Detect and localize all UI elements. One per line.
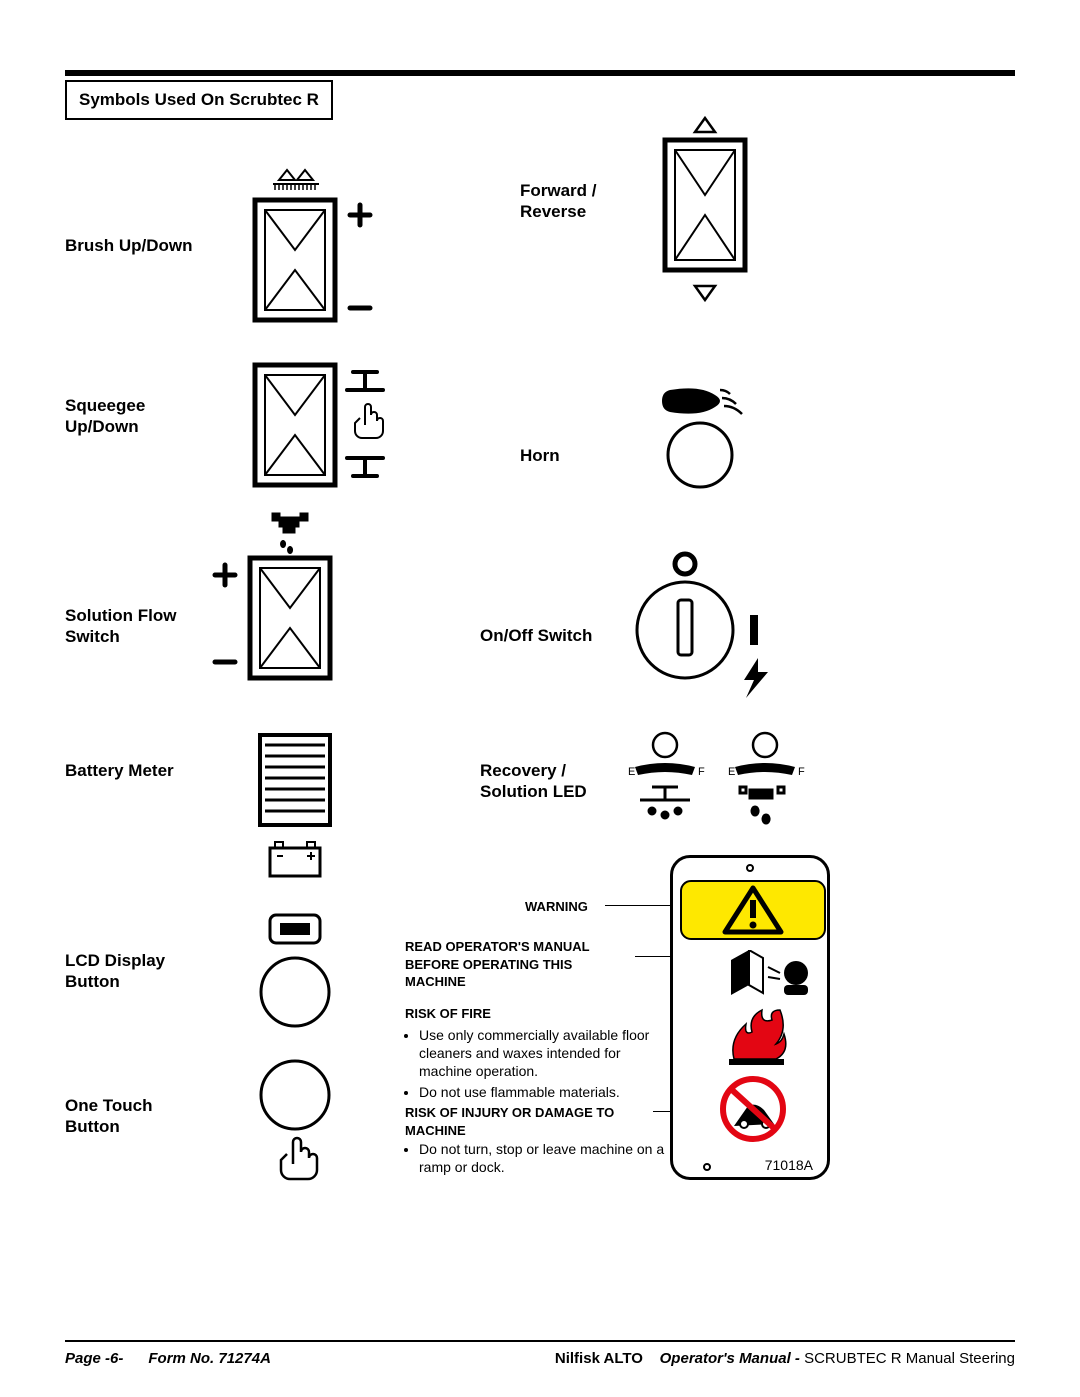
safety-label-hole-top [746, 864, 754, 872]
label-squeegee: Squeegee Up/Down [65, 395, 145, 438]
risk-fire-title: RISK OF FIRE [405, 1005, 491, 1023]
read-manual-icon [676, 950, 830, 1005]
squeegee-rocker-icon [235, 360, 395, 495]
injury-item-1: Do not turn, stop or leave machine on a … [419, 1140, 665, 1176]
safety-label-hole-bottom [703, 1163, 711, 1171]
fire-item-1: Use only commercially available floor cl… [419, 1026, 665, 1081]
one-touch-button-icon [245, 1050, 345, 1195]
footer-page: Page -6- [65, 1350, 123, 1367]
footer-manual: Operator's Manual - [660, 1350, 800, 1367]
footer-product: SCRUBTEC R Manual Steering [804, 1350, 1015, 1367]
recovery-solution-led-icon: E F E F [620, 725, 830, 840]
label-recovery: Recovery / Solution LED [480, 760, 587, 803]
safety-label: 71018A [670, 855, 830, 1180]
label-one-touch: One Touch Button [65, 1095, 153, 1138]
risk-injury-title: RISK OF INJURY OR DAMAGE TO MACHINE [405, 1104, 655, 1139]
footer-right: Nilfisk ALTO Operator's Manual - SCRUBTE… [555, 1350, 1015, 1367]
warning-label: WARNING [525, 898, 588, 916]
leader-line-warning [605, 905, 675, 906]
footer-form: Form No. 71274A [148, 1350, 271, 1367]
solution-flow-rocker-icon [205, 510, 365, 695]
page-title-box: Symbols Used On Scrubtec R [65, 80, 333, 120]
risk-fire-body: Use only commercially available floor cl… [405, 1022, 665, 1103]
indicator-f: F [698, 766, 705, 778]
label-forward: Forward / Reverse [520, 180, 597, 223]
horn-button-icon [640, 380, 760, 495]
label-lcd: LCD Display Button [65, 950, 165, 993]
content-area: Brush Up/Down Squeegee Up/Down Solution … [65, 120, 1015, 1220]
top-rule [65, 70, 1015, 76]
read-manual-label: READ OPERATOR'S MANUAL BEFORE OPERATING … [405, 938, 635, 991]
label-solution-flow: Solution Flow Switch [65, 605, 176, 648]
label-battery: Battery Meter [65, 760, 174, 781]
onoff-switch-icon [620, 550, 800, 705]
footer-left: Page -6- Form No. 71274A [65, 1350, 271, 1367]
indicator-e-2: E [728, 766, 735, 778]
page-title: Symbols Used On Scrubtec R [79, 90, 319, 109]
label-brush: Brush Up/Down [65, 235, 193, 256]
safety-label-partno: 71018A [765, 1157, 813, 1173]
label-onoff: On/Off Switch [480, 625, 592, 646]
fire-icon [676, 1008, 830, 1073]
warning-triangle-icon [676, 878, 830, 948]
battery-meter-icon [245, 730, 345, 885]
fire-item-2: Do not use flammable materials. [419, 1083, 665, 1101]
indicator-e: E [628, 766, 635, 778]
risk-injury-body: Do not turn, stop or leave machine on a … [405, 1136, 665, 1178]
forward-reverse-rocker-icon [645, 115, 765, 310]
footer-brand: Nilfisk ALTO [555, 1350, 643, 1367]
page: Symbols Used On Scrubtec R Brush Up/Down… [0, 0, 1080, 1397]
lcd-button-icon [245, 910, 345, 1035]
no-ramp-icon [676, 1076, 830, 1146]
label-horn: Horn [520, 445, 560, 466]
footer: Page -6- Form No. 71274A Nilfisk ALTO Op… [65, 1340, 1015, 1367]
brush-rocker-icon [235, 160, 375, 335]
indicator-f-2: F [798, 766, 805, 778]
